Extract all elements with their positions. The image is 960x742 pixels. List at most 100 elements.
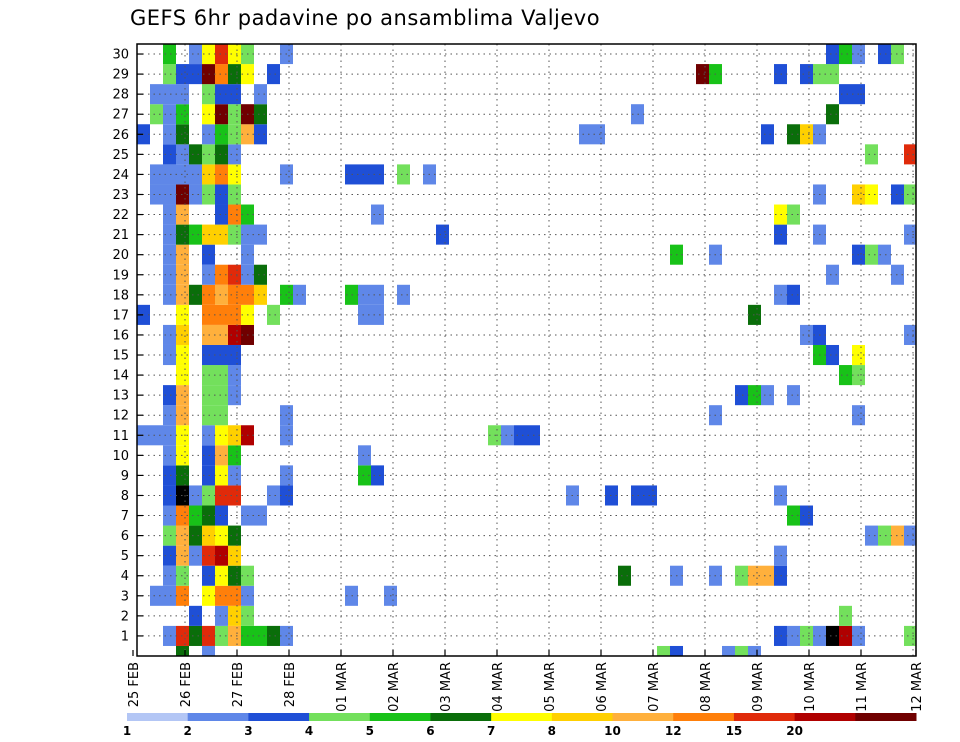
heatmap-cell: [254, 84, 267, 105]
heatmap-cell: [735, 565, 748, 586]
heatmap-cell: [215, 625, 228, 646]
heatmap-cell: [176, 645, 189, 656]
heatmap-cell: [189, 485, 202, 506]
heatmap-cell: [215, 525, 228, 546]
colorbar-label: 4: [305, 724, 313, 738]
x-tick-label: 25 FEB: [127, 662, 142, 707]
heatmap-cell: [228, 164, 241, 185]
heatmap-cell: [839, 365, 852, 386]
heatmap-cell: [163, 525, 176, 546]
heatmap-cell: [215, 324, 228, 345]
plot-frame: [136, 43, 917, 657]
heatmap-cell: [800, 625, 813, 646]
heatmap-cell: [228, 425, 241, 446]
heatmap-cell: [163, 124, 176, 145]
heatmap-cell: [293, 284, 306, 305]
heatmap-cell: [215, 465, 228, 486]
heatmap-cell: [215, 365, 228, 386]
heatmap-cell: [865, 525, 878, 546]
y-tick-label: 24: [112, 168, 129, 183]
colorbar-label: 6: [426, 724, 434, 738]
heatmap-cell: [670, 645, 683, 656]
heatmap-cell: [254, 124, 267, 145]
heatmap-cell: [826, 104, 839, 125]
y-tick-label: 11: [112, 429, 129, 444]
y-tick-label: 8: [121, 489, 129, 504]
heatmap-cell: [397, 164, 410, 185]
heatmap-cell: [644, 485, 657, 506]
heatmap-cell: [202, 645, 215, 656]
colorbar-swatch: [612, 713, 674, 721]
heatmap-cell: [163, 64, 176, 85]
colorbar-swatch: [187, 713, 249, 721]
heatmap-cell: [371, 204, 384, 225]
heatmap-cell: [267, 304, 280, 325]
colorbar-swatch: [855, 713, 917, 721]
heatmap-cell: [163, 585, 176, 606]
x-tick-label: 09 MAR: [751, 662, 766, 712]
heatmap-cell: [592, 124, 605, 145]
heatmap-cell: [150, 184, 163, 205]
heatmap-cell: [358, 284, 371, 305]
x-tick-label: 03 MAR: [439, 662, 454, 712]
heatmap-cell: [189, 505, 202, 526]
heatmap-cell: [228, 284, 241, 305]
heatmap-cell: [228, 565, 241, 586]
heatmap-cell: [748, 645, 761, 656]
heatmap-cell: [839, 44, 852, 65]
heatmap-cell: [163, 244, 176, 265]
heatmap-cell: [163, 344, 176, 366]
colorbar-swatch: [127, 713, 189, 721]
heatmap-cell: [826, 625, 839, 646]
heatmap-cell: [358, 445, 371, 466]
heatmap-cell: [787, 505, 800, 526]
heatmap-cell: [215, 64, 228, 85]
heatmap-cell: [878, 44, 891, 65]
heatmap-cell: [865, 144, 878, 165]
x-tick-label: 10 MAR: [803, 662, 818, 712]
heatmap-cell: [215, 224, 228, 245]
heatmap-cell: [267, 625, 280, 646]
heatmap-cell: [215, 264, 228, 285]
heatmap-cell: [696, 64, 709, 85]
heatmap-cell: [215, 445, 228, 466]
heatmap-cell: [189, 605, 202, 626]
heatmap-cell: [163, 485, 176, 506]
heatmap-cell: [436, 224, 449, 245]
heatmap-cell: [839, 84, 852, 105]
heatmap-cell: [150, 104, 163, 125]
y-tick-label: 17: [112, 308, 129, 323]
heatmap-cell: [215, 385, 228, 406]
heatmap-cell: [163, 385, 176, 406]
heatmap-cell: [215, 344, 228, 366]
y-tick-label: 14: [112, 369, 129, 384]
heatmap-cell: [163, 565, 176, 586]
heatmap-cell: [865, 244, 878, 265]
heatmap-cell: [228, 264, 241, 285]
y-tick-label: 18: [112, 288, 129, 303]
heatmap-cell: [228, 344, 241, 366]
heatmap-cell: [228, 44, 241, 65]
heatmap-cell: [163, 625, 176, 646]
colorbar-label: 7: [487, 724, 495, 738]
heatmap-cell: [189, 284, 202, 305]
heatmap-cell: [150, 585, 163, 606]
x-axis: 25 FEB 26 FEB 27 FEB 28 FEB 01 MAR 02 MAR 03 M…: [127, 650, 925, 712]
x-tick-label: 08 MAR: [699, 662, 714, 712]
heatmap-cell: [267, 485, 280, 506]
heatmap-cell: [254, 625, 267, 646]
heatmap-cell: [189, 625, 202, 646]
heatmap-cell: [150, 425, 163, 446]
heatmap-cell: [787, 204, 800, 225]
heatmap-cell: [371, 304, 384, 325]
heatmap-cell: [215, 605, 228, 626]
heatmap-cell: [228, 465, 241, 486]
heatmap-cell: [254, 224, 267, 245]
x-tick-label: 28 FEB: [283, 662, 298, 707]
x-tick-label: 26 FEB: [179, 662, 194, 707]
colorbar-swatch: [673, 713, 735, 721]
heatmap-cell: [826, 64, 839, 85]
heatmap-cell: [722, 645, 735, 656]
heatmap-cell: [787, 625, 800, 646]
heatmap-cell: [215, 204, 228, 225]
